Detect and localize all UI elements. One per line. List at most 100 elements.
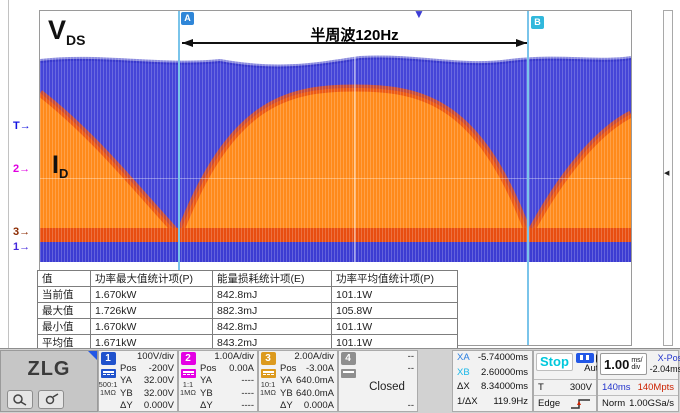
channel-2-ya: ----: [241, 375, 254, 387]
yb-label: YB: [200, 387, 213, 399]
xb-label: XB: [457, 366, 470, 378]
channel-2-yb: ----: [241, 387, 254, 399]
trigger-level-marker[interactable]: T→: [13, 120, 31, 132]
channel-1-impedance: 1MΩ: [99, 388, 117, 397]
channel-3-coupling-icon: [260, 369, 276, 378]
pos-label: Pos: [280, 363, 297, 375]
pos-label: Pos: [120, 363, 137, 375]
timebase-scale: 1.00: [604, 356, 630, 372]
trigger-type-row[interactable]: Edge: [534, 395, 596, 411]
measurement-table: 值 功率最大值统计项(P) 能量损耗统计项(E) 功率平均值统计项(P) 当前值…: [37, 270, 458, 351]
brand-block: ZLG: [0, 350, 98, 412]
cursor-b-line[interactable]: [527, 11, 529, 345]
ya-label: YA: [120, 375, 132, 387]
timebase-block[interactable]: 1.00 ms/div X-Pos -2.04ms 140ms 140Mpts …: [597, 350, 680, 412]
cursor-a-line[interactable]: [178, 11, 180, 345]
cell: 1.670kW: [90, 286, 213, 303]
channel-2-block[interactable]: 2 1:1 1MΩ 1.00A/div Pos 0.00A YA ---- YB --…: [178, 350, 258, 412]
channel-1-probe-ratio: 500:1: [98, 380, 118, 389]
channel-3-badge[interactable]: 3: [260, 352, 276, 365]
channel-4-block[interactable]: 4 -- -- Closed --: [338, 350, 418, 412]
cell: 101.1W: [331, 286, 458, 303]
cursor-a-badge[interactable]: A: [181, 12, 194, 25]
xb-value: 2.60000ms: [480, 366, 528, 378]
half-cycle-arrow: [182, 39, 527, 47]
channel-3-position-marker[interactable]: 3→: [13, 226, 31, 238]
channel-4-badge[interactable]: 4: [340, 352, 356, 365]
table-header: 功率平均值统计项(P): [331, 270, 458, 287]
table-header: 值: [37, 270, 91, 287]
table-row: 平均值 1.671kW 843.2mJ 101.1W: [37, 334, 458, 351]
channel-2-badge[interactable]: 2: [180, 352, 196, 365]
center-vertical-gridline: [354, 11, 356, 345]
row-label: 最大值: [37, 302, 91, 319]
inverse-dx-value: 119.9Hz: [493, 395, 528, 407]
channel-3-dy: 0.000A: [303, 399, 334, 411]
right-scroll-strip[interactable]: ◀: [663, 10, 673, 346]
channel-1-position: -200V: [148, 363, 174, 375]
xa-value: -5.74000ms: [477, 352, 528, 363]
timebase-scale-button[interactable]: 1.00 ms/div: [600, 353, 647, 375]
channel-3-position: -3.00A: [306, 363, 334, 375]
cursor-b-badge[interactable]: B: [531, 16, 544, 29]
cell: 842.8mJ: [212, 318, 332, 335]
channel-2-dy: ----: [241, 399, 254, 411]
inverse-dx-label: 1/ΔX: [457, 395, 478, 407]
timebase-unit-bottom: div: [631, 364, 641, 371]
channel-2-position-marker[interactable]: 2→: [13, 163, 31, 175]
vds-envelope-fuzz: [40, 55, 631, 69]
channel-1-position-marker[interactable]: 1→: [13, 241, 31, 253]
center-horizontal-gridline: [40, 178, 631, 179]
yb-label: YB: [280, 387, 293, 399]
channel-4-scale: --: [407, 351, 414, 362]
ya-label: YA: [280, 375, 292, 387]
channel-3-block[interactable]: 3 10:1 1MΩ 2.00A/div Pos -3.00A YA 640.0mA…: [258, 350, 338, 412]
table-row: 最小值 1.670kW 842.8mJ 101.1W: [37, 318, 458, 335]
dx-label: ΔX: [457, 381, 470, 392]
ya-label: YA: [200, 375, 212, 387]
acquisition-mode: Norm: [602, 398, 626, 409]
channel-3-ya: 640.0mA: [295, 375, 334, 387]
cell: 101.1W: [331, 318, 458, 335]
memory-time-window: 140ms: [602, 382, 631, 393]
channel-1-badge[interactable]: 1: [100, 352, 116, 365]
trigger-position-icon[interactable]: ▼: [413, 7, 425, 21]
channel-4-closed-label: Closed: [369, 381, 405, 394]
channel-3-scale: 2.00A/div: [294, 351, 334, 362]
cell: 105.8W: [331, 302, 458, 319]
cell: 1.726kW: [90, 302, 213, 319]
trigger-level-row[interactable]: T 300V: [534, 379, 596, 395]
half-cycle-annotation: 半周波120Hz: [310, 27, 399, 44]
channel-1-yb: 32.00V: [143, 387, 174, 399]
row-label: 当前值: [37, 286, 91, 303]
probe-compensate-button[interactable]: [38, 390, 64, 409]
waveform-svg: [40, 11, 631, 345]
channel-4-coupling-icon: [340, 369, 356, 378]
xpos-label: X-Pos: [657, 353, 680, 363]
left-arrow-icon[interactable]: ◀: [664, 170, 670, 177]
yb-label: YB: [120, 387, 133, 399]
rising-edge-icon: [571, 398, 590, 409]
sample-rate: 1.00GSa/s: [629, 398, 674, 409]
channel-2-position: 0.00A: [229, 363, 254, 375]
trigger-block[interactable]: Stop Auto T 300V Edge: [533, 350, 612, 412]
table-header-row: 值 功率最大值统计项(P) 能量损耗统计项(E) 功率平均值统计项(P): [37, 270, 458, 287]
probe-icon: [45, 393, 59, 405]
vds-label-main: V: [48, 15, 67, 45]
run-stop-button[interactable]: Stop: [536, 353, 573, 371]
vds-bottom-band: [40, 242, 631, 262]
channel-2-probe-ratio: 1:1: [182, 380, 194, 389]
table-header: 能量损耗统计项(E): [212, 270, 332, 287]
channel-1-block[interactable]: 1 500:1 1MΩ 100V/div Pos -200V YA 32.00V Y…: [98, 350, 178, 412]
trigger-mode[interactable]: Auto: [584, 363, 604, 374]
probe-check-button[interactable]: [7, 390, 33, 409]
cursor-readout-block: XA -5.74000ms XB 2.60000ms ΔX 8.34000ms 1/Δ…: [452, 350, 533, 412]
xa-label: XA: [457, 352, 470, 363]
id-bottom-band: [40, 228, 631, 242]
channel-4-dy: --: [407, 400, 414, 412]
probe-icon: [13, 394, 27, 406]
channel-3-impedance: 1MΩ: [259, 388, 277, 397]
vds-label-sub: DS: [66, 32, 86, 48]
id-label: ID: [52, 151, 68, 181]
